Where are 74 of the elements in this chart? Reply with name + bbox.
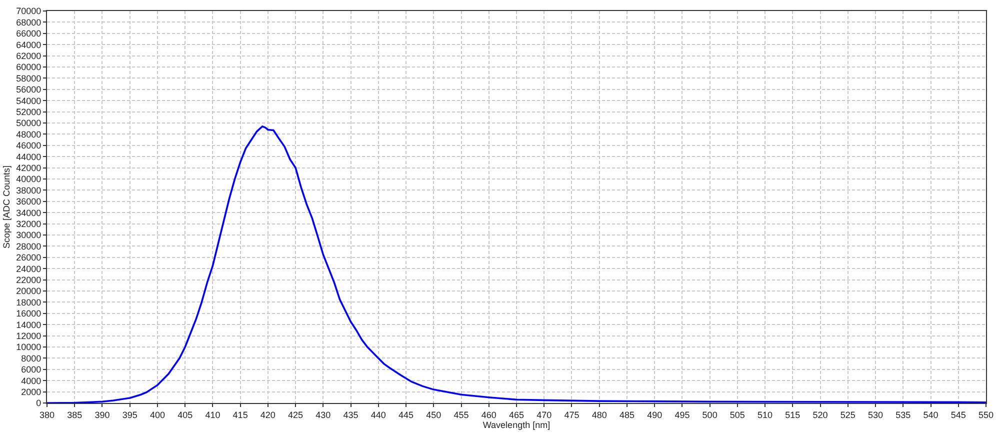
x-tick-label: 430: [316, 410, 331, 420]
y-tick-label: 58000: [16, 73, 42, 84]
x-axis-title: Wavelength [nm]: [482, 420, 550, 430]
y-tick-label: 40000: [16, 174, 42, 184]
x-tick-label: 435: [343, 410, 358, 420]
y-tick-label: 18000: [16, 297, 42, 308]
y-tick-label: 24000: [16, 264, 42, 274]
x-tick-label: 405: [178, 410, 193, 420]
y-tick-label: 8000: [21, 353, 42, 364]
x-tick-label: 425: [288, 410, 304, 420]
x-tick-label: 550: [978, 410, 994, 420]
y-tick-label: 66000: [16, 28, 42, 39]
y-tick-label: 56000: [16, 84, 42, 95]
x-tick-label: 395: [122, 410, 138, 420]
y-tick-label: 64000: [16, 40, 42, 50]
line-series: [47, 125, 986, 403]
y-tick-label: 68000: [16, 17, 42, 28]
x-tick-label: 530: [868, 410, 884, 420]
x-tick-label: 410: [205, 410, 220, 420]
y-tick-label: 62000: [16, 50, 42, 61]
x-tick-label: 480: [592, 410, 607, 420]
x-tick-label: 490: [647, 410, 662, 420]
y-tick-label: 54000: [16, 96, 42, 106]
x-tick-label: 470: [536, 410, 552, 420]
x-tick-label: 380: [39, 410, 55, 420]
y-tick-label: 30000: [16, 230, 42, 240]
x-tick-label: 520: [812, 410, 828, 420]
x-tick-label: 390: [94, 410, 110, 420]
y-tick-label: 20000: [16, 286, 42, 296]
x-tick-label: 420: [260, 410, 276, 420]
y-tick-label: 70000: [16, 6, 42, 16]
y-tick-label: 14000: [16, 320, 42, 330]
x-tick-label: 510: [758, 410, 773, 420]
y-tick-label: 12000: [16, 330, 42, 341]
x-tick-label: 500: [702, 410, 718, 420]
x-tick-label: 515: [785, 410, 800, 420]
x-tick-label: 385: [67, 410, 82, 420]
y-tick-label: 26000: [16, 252, 42, 263]
y-tick-label: 36000: [16, 196, 42, 207]
x-tick-label: 505: [730, 410, 745, 420]
y-tick-label: 52000: [16, 106, 42, 117]
y-tick-label: 48000: [16, 129, 42, 140]
y-tick-label: 10000: [16, 342, 42, 352]
x-tick-label: 545: [950, 410, 966, 420]
x-tick-label: 485: [619, 410, 634, 420]
y-tick-label: 42000: [16, 162, 42, 173]
x-tick-label: 540: [923, 410, 938, 420]
y-tick-label: 4000: [21, 376, 42, 386]
y-tick-label: 6000: [21, 364, 42, 375]
x-tick-label: 450: [426, 410, 442, 420]
y-tick-label: 22000: [16, 274, 42, 285]
x-tick-label: 415: [232, 410, 248, 420]
x-tick-label: 475: [564, 410, 580, 420]
y-tick-label: 38000: [16, 185, 42, 196]
x-tick-label: 400: [150, 410, 165, 420]
y-tick-label: 46000: [16, 140, 42, 151]
x-tick-label: 465: [508, 410, 524, 420]
x-tick-label: 495: [674, 410, 690, 420]
y-tick-label: 32000: [16, 218, 42, 229]
y-tick-label: 34000: [16, 208, 42, 218]
x-tick-label: 455: [454, 410, 469, 420]
y-tick-label: 50000: [16, 118, 42, 128]
x-tick-label: 525: [840, 410, 856, 420]
y-tick-label: 44000: [16, 152, 42, 162]
y-tick-label: 0: [36, 398, 42, 408]
x-tick-label: 445: [398, 410, 414, 420]
y-tick-label: 16000: [16, 308, 42, 319]
x-tick-label: 535: [896, 410, 911, 420]
y-tick-label: 28000: [16, 241, 42, 252]
y-axis-title: Scope [ADC Counts]: [2, 165, 12, 249]
y-tick-label: 2000: [21, 386, 42, 397]
x-tick-label: 440: [370, 410, 386, 420]
y-tick-label: 60000: [16, 62, 42, 72]
x-tick-label: 460: [481, 410, 496, 420]
